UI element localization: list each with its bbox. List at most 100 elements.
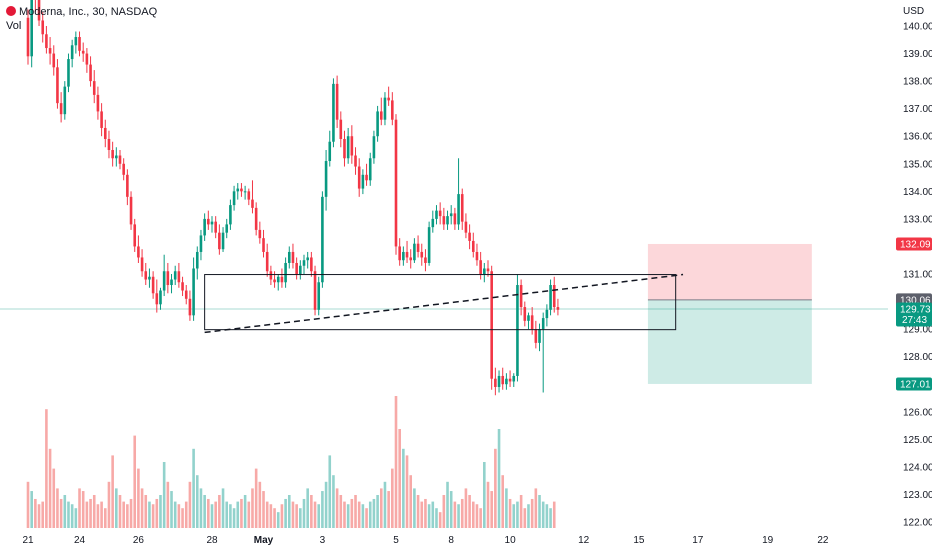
- range-rectangle[interactable]: [204, 274, 677, 331]
- candle[interactable]: [519, 279, 523, 316]
- candle[interactable]: [490, 265, 493, 390]
- candle[interactable]: [243, 185, 247, 200]
- candle[interactable]: [26, 9, 30, 65]
- candle[interactable]: [203, 213, 206, 241]
- candle[interactable]: [173, 265, 177, 286]
- candle[interactable]: [96, 86, 100, 120]
- candle[interactable]: [103, 119, 107, 148]
- candle[interactable]: [265, 243, 269, 277]
- candle[interactable]: [34, 0, 37, 13]
- candle[interactable]: [41, 12, 45, 43]
- candle[interactable]: [361, 169, 365, 195]
- candle[interactable]: [438, 202, 442, 225]
- candle[interactable]: [89, 56, 92, 87]
- candle[interactable]: [63, 81, 67, 120]
- symbol-header[interactable]: Moderna, Inc., 30, NASDAQ: [6, 5, 157, 20]
- candle[interactable]: [420, 243, 424, 266]
- candle[interactable]: [199, 229, 203, 261]
- candle[interactable]: [225, 218, 229, 239]
- candle[interactable]: [501, 367, 505, 390]
- candle[interactable]: [379, 97, 383, 126]
- candle[interactable]: [207, 210, 210, 230]
- candle[interactable]: [188, 290, 192, 321]
- candle[interactable]: [287, 246, 291, 269]
- candle[interactable]: [460, 188, 464, 230]
- candle[interactable]: [416, 235, 420, 258]
- candle[interactable]: [184, 285, 188, 305]
- candle[interactable]: [479, 251, 482, 280]
- candle[interactable]: [295, 257, 298, 280]
- candle[interactable]: [177, 262, 181, 288]
- take-profit-zone[interactable]: [647, 299, 812, 384]
- candle[interactable]: [413, 238, 416, 263]
- candle[interactable]: [107, 130, 111, 159]
- candle[interactable]: [505, 373, 508, 390]
- candle[interactable]: [549, 279, 552, 316]
- candle[interactable]: [192, 257, 195, 321]
- candle[interactable]: [350, 125, 354, 164]
- candle[interactable]: [111, 141, 114, 167]
- candle[interactable]: [85, 48, 89, 73]
- candle[interactable]: [299, 260, 302, 280]
- candle[interactable]: [530, 307, 534, 335]
- candle[interactable]: [471, 232, 475, 258]
- candle[interactable]: [240, 183, 243, 197]
- candle[interactable]: [118, 150, 122, 170]
- trendline[interactable]: [204, 273, 684, 334]
- candle[interactable]: [251, 180, 254, 214]
- stop-loss-zone[interactable]: [647, 243, 812, 300]
- candle[interactable]: [52, 45, 56, 76]
- candle[interactable]: [424, 249, 427, 272]
- candle[interactable]: [74, 31, 78, 54]
- candle[interactable]: [512, 373, 516, 387]
- candle[interactable]: [284, 257, 287, 288]
- candle[interactable]: [328, 130, 332, 167]
- candle[interactable]: [48, 37, 52, 65]
- candle[interactable]: [181, 276, 184, 297]
- candle[interactable]: [236, 183, 240, 200]
- candle[interactable]: [129, 191, 133, 230]
- candle[interactable]: [291, 243, 295, 269]
- candle[interactable]: [427, 221, 431, 266]
- candle[interactable]: [475, 243, 479, 266]
- candle[interactable]: [368, 152, 372, 186]
- candle[interactable]: [276, 274, 280, 291]
- candle[interactable]: [324, 150, 328, 211]
- candle[interactable]: [214, 216, 217, 239]
- candle[interactable]: [30, 0, 33, 68]
- candle[interactable]: [402, 246, 405, 266]
- candle[interactable]: [166, 262, 170, 294]
- candle[interactable]: [354, 147, 357, 175]
- candle[interactable]: [144, 262, 148, 286]
- candle[interactable]: [538, 323, 541, 352]
- candle[interactable]: [137, 235, 140, 263]
- candle[interactable]: [387, 86, 390, 106]
- candle[interactable]: [232, 185, 236, 211]
- candle[interactable]: [431, 210, 435, 233]
- candle[interactable]: [92, 70, 96, 104]
- candle[interactable]: [306, 251, 309, 269]
- candle[interactable]: [527, 312, 530, 330]
- candle[interactable]: [464, 213, 468, 239]
- candle[interactable]: [70, 39, 74, 68]
- candle[interactable]: [126, 169, 129, 206]
- candle[interactable]: [262, 229, 265, 258]
- candle[interactable]: [37, 0, 41, 26]
- candle[interactable]: [133, 218, 137, 252]
- candle[interactable]: [497, 370, 501, 393]
- candle[interactable]: [523, 301, 527, 327]
- candle[interactable]: [247, 188, 251, 206]
- candle[interactable]: [545, 304, 549, 327]
- candle[interactable]: [148, 268, 151, 288]
- candle[interactable]: [468, 224, 471, 250]
- candle[interactable]: [556, 298, 560, 316]
- candle[interactable]: [372, 130, 376, 164]
- candle[interactable]: [534, 320, 538, 349]
- candle[interactable]: [332, 78, 335, 148]
- candle[interactable]: [446, 210, 449, 230]
- candle[interactable]: [541, 312, 545, 393]
- candle[interactable]: [56, 59, 59, 109]
- candle[interactable]: [78, 31, 81, 57]
- candle[interactable]: [155, 279, 159, 313]
- candle[interactable]: [317, 276, 321, 316]
